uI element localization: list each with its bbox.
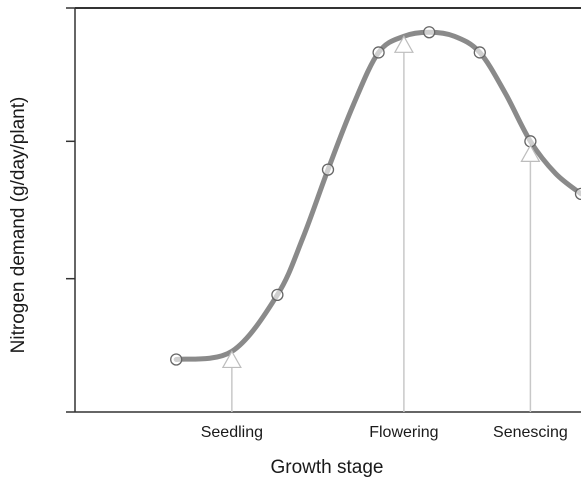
stage-label-0: Seedling: [201, 424, 263, 441]
data-point-5: [474, 47, 485, 58]
plot-area: Seedling Flowering Senescing: [66, 8, 581, 441]
demand-curve: [176, 32, 581, 359]
data-point-7: [576, 188, 581, 199]
stage-label-2: Senescing: [493, 424, 568, 441]
data-point-1: [272, 289, 283, 300]
y-axis-label: Nitrogen demand (g/day/plant): [8, 97, 29, 354]
data-point-0: [171, 354, 182, 365]
x-axis-label: Growth stage: [271, 457, 384, 478]
stage-label-1: Flowering: [369, 424, 438, 441]
data-point-2: [323, 164, 334, 175]
data-point-3: [373, 47, 384, 58]
data-point-4: [424, 27, 435, 38]
